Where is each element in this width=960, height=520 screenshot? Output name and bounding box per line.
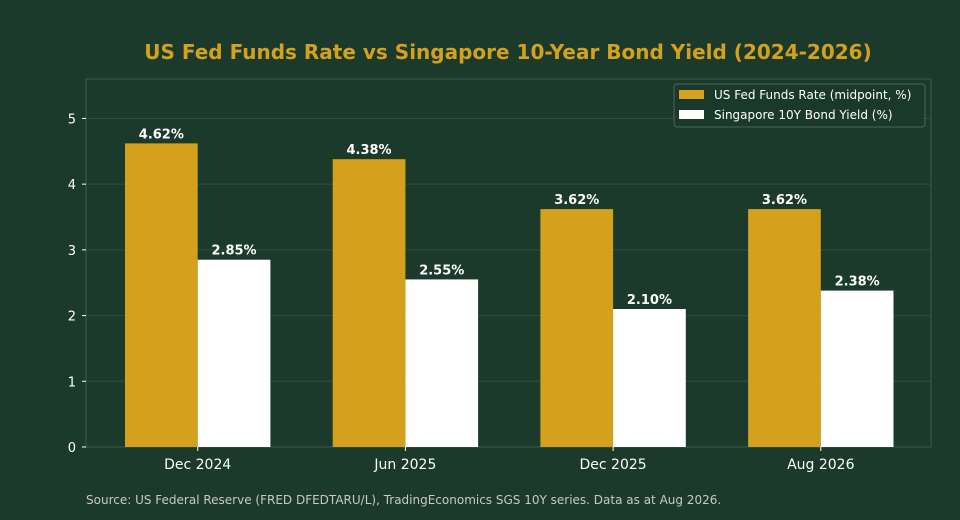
data-label: 4.62% bbox=[139, 127, 184, 142]
y-tick-label: 3 bbox=[68, 244, 76, 259]
x-tick-label: Dec 2025 bbox=[580, 457, 647, 473]
legend-swatch-us-fed-funds bbox=[679, 90, 704, 99]
data-label: 4.38% bbox=[346, 143, 391, 158]
x-tick-label: Jun 2025 bbox=[373, 457, 436, 473]
data-label: 2.55% bbox=[419, 263, 464, 278]
plot-frame bbox=[85, 78, 932, 448]
bar-us-fed-funds bbox=[540, 209, 614, 447]
data-label: 2.38% bbox=[835, 275, 880, 290]
bar-singapore-10y bbox=[197, 259, 271, 447]
data-label: 3.62% bbox=[762, 193, 807, 208]
legend-label-us-fed-funds: US Fed Funds Rate (midpoint, %) bbox=[714, 88, 911, 102]
legend-box bbox=[673, 83, 926, 128]
data-label: 2.10% bbox=[627, 293, 672, 308]
bar-us-fed-funds bbox=[332, 159, 406, 447]
bar-singapore-10y bbox=[405, 279, 479, 447]
data-label: 3.62% bbox=[554, 193, 599, 208]
bar-singapore-10y bbox=[613, 309, 686, 447]
data-labels: 4.62% 2.85% 4.38% 2.55% 3.62% 2.10% 3.62% 2.38% bbox=[139, 127, 880, 308]
y-tick-label: 4 bbox=[68, 178, 76, 193]
y-tick-label: 2 bbox=[68, 310, 76, 325]
legend-label-singapore-10y: Singapore 10Y Bond Yield (%) bbox=[714, 108, 893, 122]
legend: US Fed Funds Rate (midpoint, %) Singapor… bbox=[673, 83, 926, 128]
x-axis: Dec 2024 Jun 2025 Dec 2025 Aug 2026 bbox=[164, 447, 855, 473]
y-tick-label: 1 bbox=[68, 375, 76, 390]
x-tick-label: Dec 2024 bbox=[164, 457, 231, 473]
y-axis: 0 1 2 3 4 5 bbox=[68, 112, 86, 456]
bar-us-fed-funds bbox=[125, 143, 198, 447]
y-tick-label: 5 bbox=[68, 112, 76, 127]
legend-swatch-singapore-10y bbox=[679, 110, 704, 119]
x-tick-label: Aug 2026 bbox=[787, 457, 855, 473]
chart-title: US Fed Funds Rate vs Singapore 10-Year B… bbox=[144, 40, 871, 64]
y-tick-label: 0 bbox=[68, 441, 76, 456]
source-note: Source: US Federal Reserve (FRED DFEDTAR… bbox=[86, 493, 721, 507]
bars bbox=[125, 143, 894, 447]
bar-singapore-10y bbox=[820, 290, 894, 447]
data-label: 2.85% bbox=[211, 244, 256, 259]
bar-us-fed-funds bbox=[748, 209, 821, 447]
